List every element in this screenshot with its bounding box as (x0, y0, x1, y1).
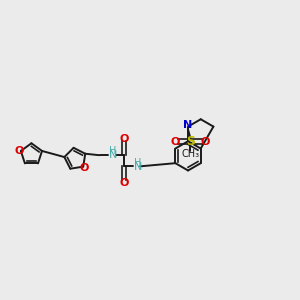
Text: O: O (15, 146, 24, 156)
Text: O: O (80, 163, 89, 173)
Text: N: N (109, 151, 117, 160)
Text: O: O (119, 178, 129, 188)
Text: S: S (186, 135, 195, 148)
Text: N: N (134, 162, 142, 172)
Text: H: H (110, 146, 117, 156)
Text: O: O (119, 134, 129, 144)
Text: CH₃: CH₃ (181, 149, 200, 159)
Text: H: H (134, 158, 141, 167)
Text: N: N (183, 120, 193, 130)
Text: O: O (201, 137, 210, 147)
Text: O: O (170, 137, 180, 147)
